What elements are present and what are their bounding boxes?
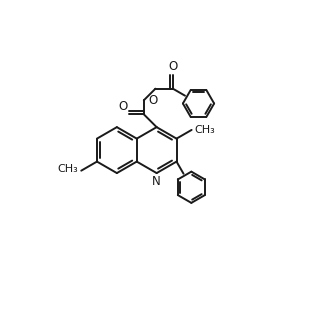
Text: N: N	[152, 175, 161, 188]
Text: O: O	[168, 60, 178, 73]
Text: CH₃: CH₃	[58, 164, 78, 174]
Text: O: O	[119, 100, 128, 113]
Text: CH₃: CH₃	[195, 125, 215, 135]
Text: O: O	[148, 94, 157, 107]
